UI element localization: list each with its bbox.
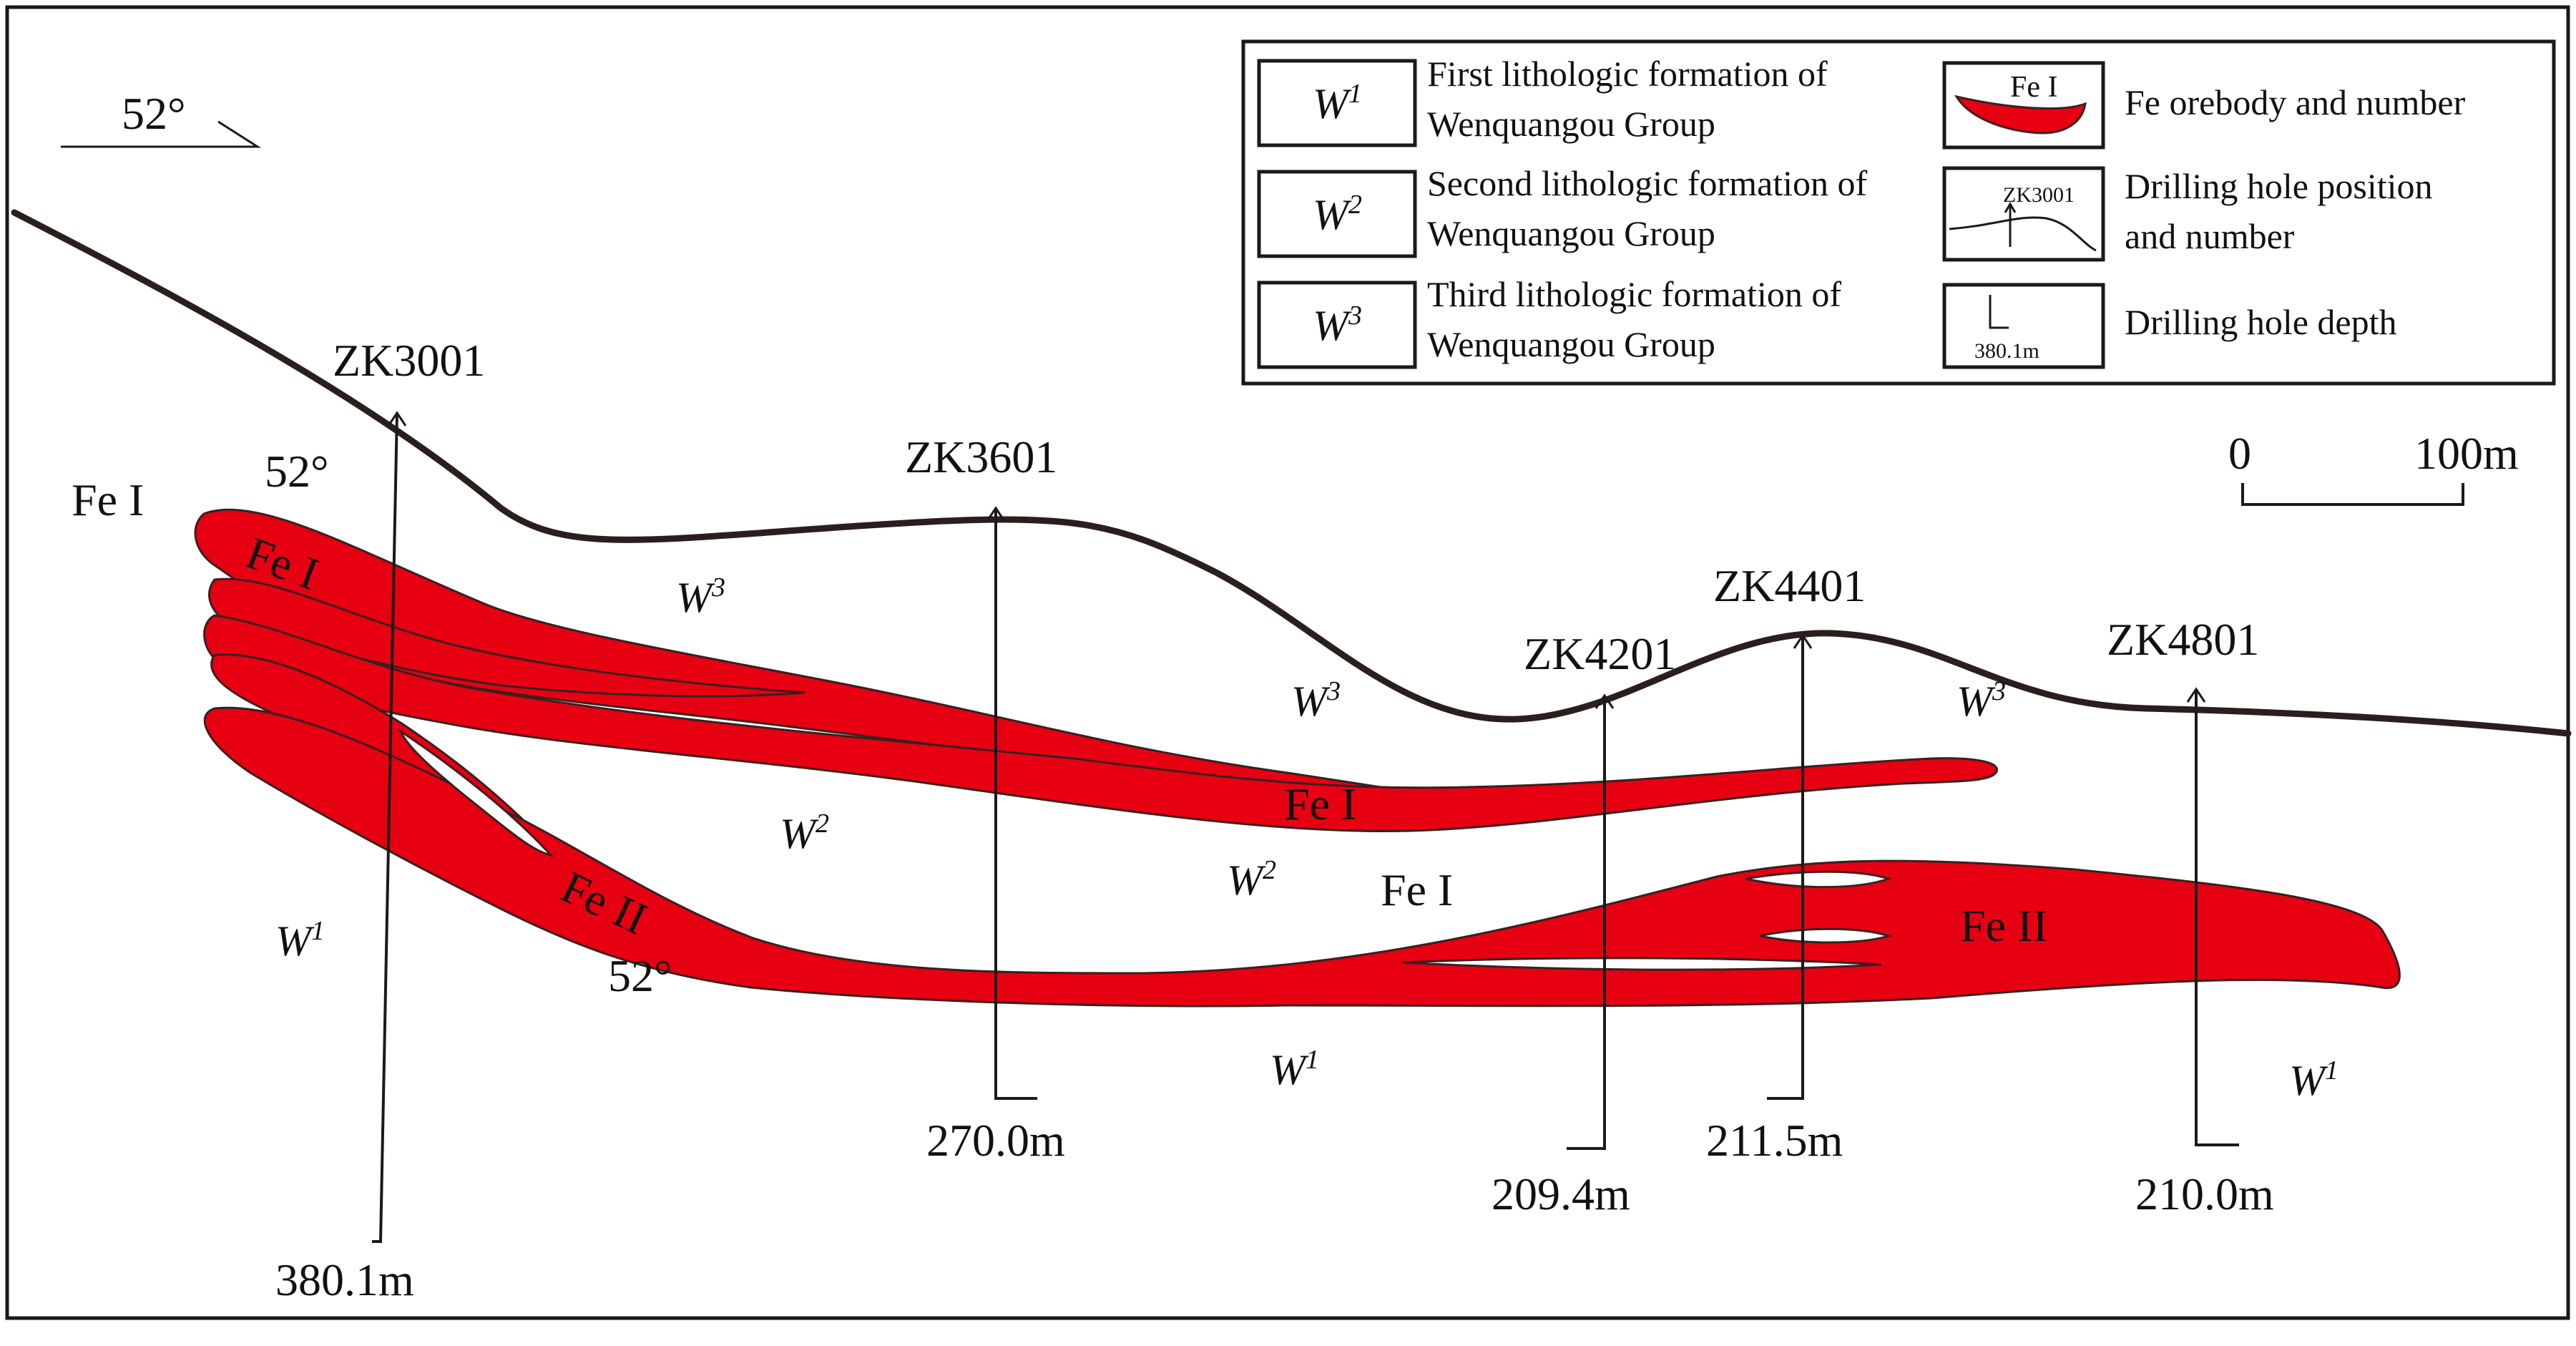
drill-hole-depth: 210.0m xyxy=(2135,1169,2274,1219)
orebody-fe2-main xyxy=(203,706,2401,1008)
legend-depth-line xyxy=(1989,295,2009,329)
legend-w2-text-1: Second lithologic formation of xyxy=(1427,163,1868,203)
legend-item-hole: ZK3001 Drilling hole position and number xyxy=(1942,166,2433,262)
formation-label-w2: W2 xyxy=(780,809,829,857)
dip-label-lower: 52° xyxy=(608,950,672,1001)
legend-frame xyxy=(1241,39,2556,386)
drill-holes: ZK3001 380.1m ZK3601 270.0m ZK4201 209.4… xyxy=(275,335,2274,1305)
drill-hole-zk3601: ZK3601 270.0m xyxy=(905,431,1065,1166)
orientation-indicator: 52° xyxy=(61,88,262,148)
drill-hole-depth: 209.4m xyxy=(1492,1169,1630,1219)
legend-w3-symbol: W3 xyxy=(1313,301,1362,349)
formation-label-w3: W3 xyxy=(676,572,725,621)
drill-hole-zk4801: ZK4801 210.0m xyxy=(2107,614,2274,1219)
orientation-angle: 52° xyxy=(122,88,186,139)
orebody-labels: Fe I Fe I Fe I Fe I Fe II Fe II xyxy=(72,474,2048,951)
drill-hole-depth: 211.5m xyxy=(1706,1115,1843,1166)
drill-hole-depth: 380.1m xyxy=(275,1254,414,1305)
legend-w1-text-2: Wenquangou Group xyxy=(1427,104,1715,144)
formation-label-w2: W2 xyxy=(1227,855,1276,904)
formation-label-w1: W1 xyxy=(275,916,325,965)
scale-bar: 0 100m xyxy=(2228,428,2519,506)
terrain-surface xyxy=(11,209,2572,737)
orebody-gap-wedge xyxy=(398,728,554,857)
legend-hole-terrain xyxy=(1949,216,2097,252)
orientation-arrow xyxy=(61,120,262,148)
scale-bar-start: 0 xyxy=(2228,428,2251,479)
orebodies xyxy=(194,508,2401,1008)
legend-w3-text-1: Third lithologic formation of xyxy=(1427,274,1841,314)
formation-label-w1: W1 xyxy=(1270,1045,1319,1093)
orebody-label-fe1-lower: Fe I xyxy=(1381,864,1453,915)
formation-labels: W3 W3 W3 W2 W2 W1 W1 W1 xyxy=(275,572,2339,1104)
drill-hole-id: ZK3601 xyxy=(905,431,1057,482)
orebody-label-outside: Fe I xyxy=(72,474,144,525)
legend-w3-text-2: Wenquangou Group xyxy=(1427,324,1715,364)
drill-hole-id: ZK4201 xyxy=(1524,628,1676,679)
dip-label-upper: 52° xyxy=(265,446,329,497)
orebody-fe1-long xyxy=(203,614,1998,833)
legend-item-w1: W1 First lithologic formation of Wenquan… xyxy=(1257,54,1828,147)
legend: W1 First lithologic formation of Wenquan… xyxy=(1241,39,2556,386)
outer-frame xyxy=(5,5,2570,1320)
formation-label-w3: W3 xyxy=(1291,676,1341,725)
legend-orebody-sample xyxy=(1954,94,2087,135)
drill-hole-id: ZK4801 xyxy=(2107,614,2259,665)
drill-hole-depth: 270.0m xyxy=(926,1115,1065,1166)
legend-hole-sample-label: ZK3001 xyxy=(2003,183,2075,207)
legend-orebody-sample-label: Fe I xyxy=(2010,71,2058,104)
drill-hole-id: ZK4401 xyxy=(1713,560,1866,611)
legend-item-orebody: Fe I Fe orebody and number xyxy=(1942,61,2466,150)
orebody-gap-lens-3 xyxy=(1401,957,1882,971)
legend-item-w3: W3 Third lithologic formation of Wenquan… xyxy=(1257,274,1841,369)
legend-orebody-text: Fe orebody and number xyxy=(2125,82,2466,122)
drill-hole-zk4201: ZK4201 209.4m xyxy=(1492,628,1676,1219)
legend-hole-text-2: and number xyxy=(2125,216,2295,256)
orebody-label-fe2-right: Fe II xyxy=(1960,900,2048,951)
legend-depth-sample-label: 380.1m xyxy=(1974,339,2039,363)
formation-label-w3: W3 xyxy=(1957,676,2006,725)
legend-w1-text-1: First lithologic formation of xyxy=(1427,54,1828,94)
scale-bar-end: 100m xyxy=(2414,428,2519,479)
orebody-label-fe1-middle: Fe I xyxy=(1284,779,1356,829)
orebody-gap-lens-1 xyxy=(1745,870,1892,889)
legend-w2-text-2: Wenquangou Group xyxy=(1427,213,1715,253)
legend-w2-symbol: W2 xyxy=(1313,190,1362,238)
legend-hole-text-1: Drilling hole position xyxy=(2125,166,2433,206)
legend-depth-text: Drilling hole depth xyxy=(2125,302,2397,342)
formation-label-w1: W1 xyxy=(2289,1055,2339,1104)
drill-hole-id: ZK3001 xyxy=(333,335,485,386)
legend-w1-symbol: W1 xyxy=(1313,79,1362,127)
drill-hole-zk3001: ZK3001 380.1m xyxy=(275,335,485,1305)
legend-item-depth: 380.1m Drilling hole depth xyxy=(1942,283,2397,369)
drill-hole-zk4401: ZK4401 211.5m xyxy=(1706,560,1866,1166)
legend-item-w2: W2 Second lithologic formation of Wenqua… xyxy=(1257,163,1868,258)
